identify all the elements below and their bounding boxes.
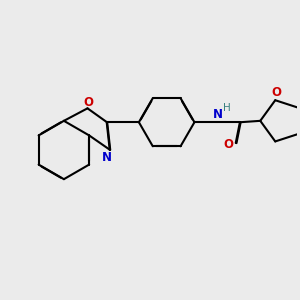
Text: H: H — [223, 103, 231, 113]
Text: O: O — [223, 138, 233, 151]
Text: N: N — [213, 108, 223, 121]
Text: N: N — [102, 151, 112, 164]
Text: O: O — [272, 86, 282, 99]
Text: O: O — [83, 96, 93, 109]
